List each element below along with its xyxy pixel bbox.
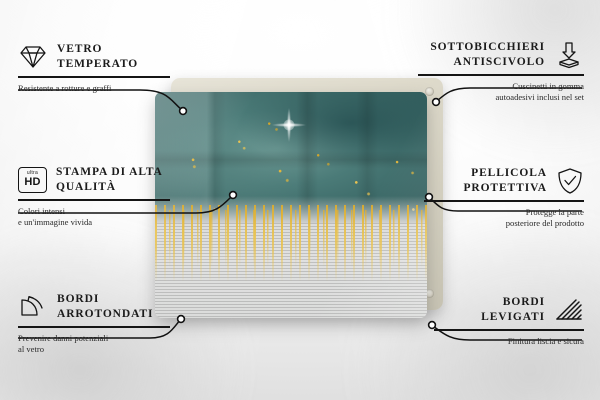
product-image [155, 78, 445, 318]
feature-pellicola-protettiva: PELLICOLA PROTETTIVA Protegge la parte p… [424, 166, 584, 229]
feature-description: Prevenire danni potenziali al vetro [18, 332, 109, 354]
diamond-icon [20, 45, 46, 68]
divider [434, 329, 584, 331]
feature-title: STAMPA DI ALTA QUALITÀ [56, 166, 163, 193]
feature-bordi-arrotondati: BORDI ARROTONDATI Prevenire danni potenz… [18, 292, 170, 355]
feature-description: Cuscinetti in gomma autoadesivi inclusi … [495, 80, 584, 102]
divider [424, 200, 584, 202]
feature-description: Colori intensi e un'immagine vivida [18, 205, 93, 227]
badge-main-label: HD [24, 176, 41, 188]
rubber-pad-icon [425, 87, 434, 96]
feature-title: PELLICOLA PROTETTIVA [463, 167, 547, 194]
badge-top-label: ultra [26, 170, 39, 176]
feature-title: BORDI LEVIGATI [481, 296, 545, 323]
ultra-hd-badge-icon: ultra HD [18, 166, 47, 193]
feature-title: SOTTOBICCHIERI ANTISCIVOLO [430, 41, 545, 68]
feature-title: VETRO TEMPERATO [57, 43, 139, 70]
feature-sottobicchieri-antiscivolo: SOTTOBICCHIERI ANTISCIVOLO Cuscinetti in… [418, 40, 584, 103]
feature-bordi-levigati: BORDI LEVIGATI Finitura liscia e sicura [434, 295, 584, 347]
divider [18, 76, 170, 78]
polished-edge-icon [556, 298, 582, 320]
divider [418, 74, 584, 76]
feature-description: Resistente a rotture e graffi [18, 82, 112, 93]
divider [18, 199, 170, 201]
arrow-down-pad-icon [559, 41, 579, 68]
rounded-corner-icon [21, 295, 43, 316]
rubber-pad-icon [425, 289, 434, 298]
feature-description: Finitura liscia e sicura [507, 335, 584, 346]
product-glass-surface [155, 92, 427, 318]
artwork-gold-drips [155, 209, 427, 269]
feature-title: BORDI ARROTONDATI [57, 293, 154, 320]
feature-description: Protegge la parte posteriore del prodott… [505, 206, 584, 228]
feature-stampa-alta-qualita: ultra HD STAMPA DI ALTA QUALITÀ Colori i… [18, 165, 170, 228]
feature-vetro-temperato: VETRO TEMPERATO Resistente a rotture e g… [18, 42, 170, 94]
shield-check-icon [558, 167, 582, 194]
divider [18, 326, 170, 328]
